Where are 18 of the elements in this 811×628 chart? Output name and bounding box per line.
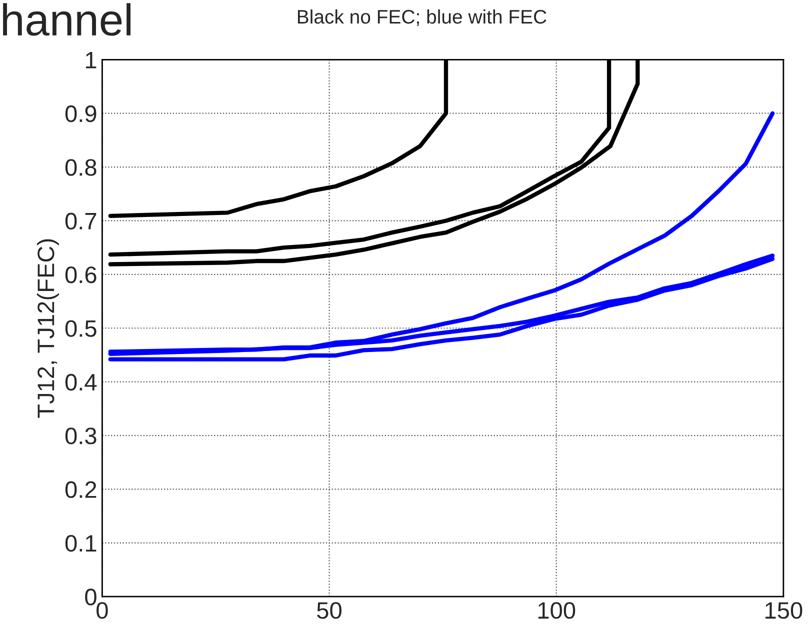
- chart-subtitle: Black no FEC; blue with FEC: [298, 9, 546, 26]
- x-tick-label: 100: [538, 602, 576, 619]
- y-tick-label: 0: [85, 588, 96, 606]
- y-tick-label: 0.6: [65, 266, 96, 284]
- y-tick-label: 0.4: [65, 374, 97, 391]
- y-tick-label: 0.7: [65, 212, 96, 230]
- x-tick-label: 0: [96, 602, 108, 619]
- y-tick-label: 0.3: [65, 428, 96, 444]
- y-tick-label: 0.8: [65, 159, 96, 176]
- y-tick-label: 0.9: [65, 105, 96, 122]
- chart-title: hannel: [3, 3, 130, 36]
- y-tick-label: 0.2: [65, 481, 96, 498]
- y-tick-label: 0.1: [65, 534, 96, 552]
- y-tick-label: 0.5: [65, 320, 96, 337]
- x-tick-label: 150: [766, 602, 802, 619]
- y-tick-label: 1: [86, 52, 96, 68]
- x-tick-label: 50: [317, 602, 342, 619]
- y-axis-title: TJ12, TJ12(FEC): [36, 239, 59, 418]
